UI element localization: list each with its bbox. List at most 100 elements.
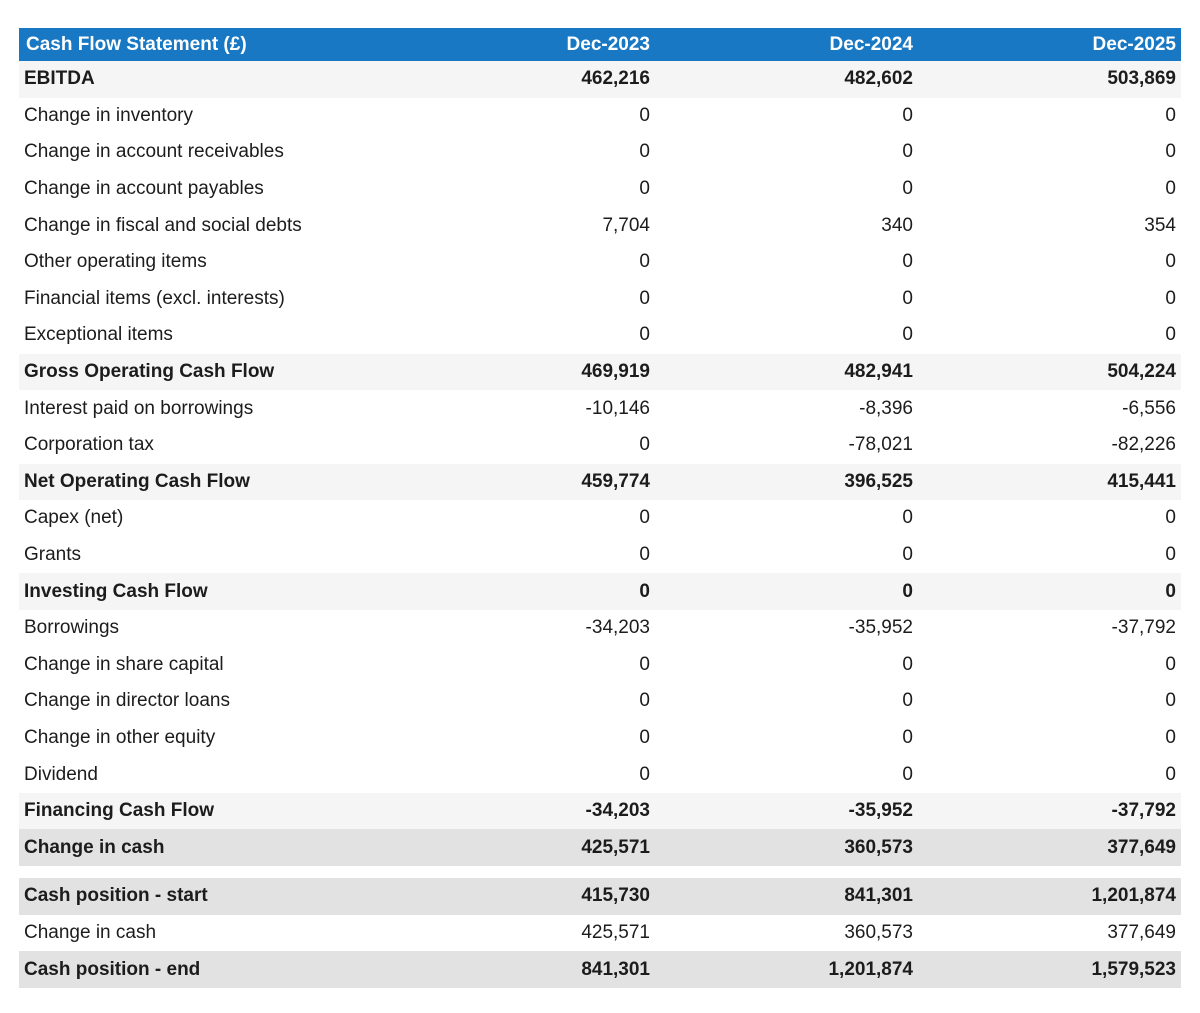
row-value: 469,919 bbox=[392, 353, 655, 391]
row-value: 415,441 bbox=[918, 463, 1181, 501]
table-row: Interest paid on borrowings -10,146 -8,3… bbox=[19, 390, 1181, 427]
row-label: Change in inventory bbox=[24, 104, 193, 126]
row-value: 0 bbox=[1165, 653, 1176, 675]
row-label: Net Operating Cash Flow bbox=[19, 463, 392, 501]
header-row: Cash Flow Statement (£) Dec-2023 Dec-202… bbox=[19, 28, 1181, 61]
row-value: 340 bbox=[881, 214, 913, 236]
row-value: 415,730 bbox=[392, 878, 655, 915]
row-label: Exceptional items bbox=[24, 324, 173, 346]
row-value: 0 bbox=[655, 573, 918, 610]
column-header-dec-2025: Dec-2025 bbox=[918, 28, 1181, 61]
row-label: Investing Cash Flow bbox=[19, 573, 392, 610]
row-label: Dividend bbox=[24, 763, 98, 785]
row-value: 0 bbox=[902, 653, 913, 675]
row-label: Change in director loans bbox=[24, 690, 230, 712]
column-header-dec-2023: Dec-2023 bbox=[392, 28, 655, 61]
row-value: 0 bbox=[639, 324, 650, 346]
row-value: 0 bbox=[1165, 763, 1176, 785]
row-value: 0 bbox=[1165, 104, 1176, 126]
row-value: 0 bbox=[902, 763, 913, 785]
row-value: 396,525 bbox=[655, 463, 918, 501]
row-value: 0 bbox=[902, 726, 913, 748]
row-value: 1,201,874 bbox=[655, 951, 918, 988]
row-label: Change in other equity bbox=[24, 726, 216, 748]
row-value: 0 bbox=[918, 573, 1181, 610]
table-row: Financial items (excl. interests) 0 0 0 bbox=[19, 281, 1181, 318]
row-label: Change in cash bbox=[24, 921, 157, 943]
table-row: Change in account receivables 0 0 0 bbox=[19, 134, 1181, 171]
row-value: 462,216 bbox=[392, 61, 655, 98]
table-header: Cash Flow Statement (£) Dec-2023 Dec-202… bbox=[19, 28, 1181, 61]
table-row: EBITDA 462,216 482,602 503,869 bbox=[19, 61, 1181, 98]
row-value: 0 bbox=[902, 141, 913, 163]
row-value: 0 bbox=[1165, 507, 1176, 529]
table-row: Cash position - end 841,301 1,201,874 1,… bbox=[19, 951, 1181, 988]
row-value: 0 bbox=[1165, 544, 1176, 566]
row-value: 0 bbox=[902, 324, 913, 346]
row-value: 0 bbox=[902, 544, 913, 566]
row-label: Change in cash bbox=[19, 829, 392, 867]
table-row: Change in cash 425,571 360,573 377,649 bbox=[19, 915, 1181, 952]
row-value: 0 bbox=[902, 287, 913, 309]
row-value: 360,573 bbox=[844, 921, 913, 943]
row-value: -34,203 bbox=[392, 792, 655, 830]
table-row: Change in share capital 0 0 0 bbox=[19, 647, 1181, 684]
row-value: 459,774 bbox=[392, 463, 655, 501]
row-label: Change in share capital bbox=[24, 653, 224, 675]
row-value: 360,573 bbox=[655, 829, 918, 867]
row-label: Gross Operating Cash Flow bbox=[19, 353, 392, 391]
cash-flow-statement: Cash Flow Statement (£) Dec-2023 Dec-202… bbox=[19, 28, 1181, 988]
table-row: Grants 0 0 0 bbox=[19, 537, 1181, 574]
row-value: -10,146 bbox=[585, 397, 650, 419]
row-value: 354 bbox=[1144, 214, 1176, 236]
row-label: Capex (net) bbox=[24, 507, 124, 529]
row-value: 0 bbox=[1165, 251, 1176, 273]
table-row: Change in inventory 0 0 0 bbox=[19, 98, 1181, 135]
row-value: 0 bbox=[1165, 287, 1176, 309]
table-row: Cash position - start 415,730 841,301 1,… bbox=[19, 878, 1181, 915]
row-value: 0 bbox=[639, 653, 650, 675]
row-label: Interest paid on borrowings bbox=[24, 397, 254, 419]
row-value: -37,792 bbox=[1111, 617, 1176, 639]
row-value: 504,224 bbox=[918, 353, 1181, 391]
row-value: 0 bbox=[639, 141, 650, 163]
row-value: 0 bbox=[1165, 141, 1176, 163]
table-row: Net Operating Cash Flow 459,774 396,525 … bbox=[19, 463, 1181, 501]
row-value: 0 bbox=[639, 434, 650, 456]
row-value: 0 bbox=[639, 251, 650, 273]
row-value: 0 bbox=[639, 690, 650, 712]
table-row: Change in fiscal and social debts 7,704 … bbox=[19, 207, 1181, 244]
row-value: 482,941 bbox=[655, 353, 918, 391]
row-value: 0 bbox=[1165, 324, 1176, 346]
row-value: 503,869 bbox=[918, 61, 1181, 98]
table-row: Other operating items 0 0 0 bbox=[19, 244, 1181, 281]
row-label: Grants bbox=[24, 544, 82, 566]
row-label: Financial items (excl. interests) bbox=[24, 287, 285, 309]
row-value: 0 bbox=[639, 178, 650, 200]
row-value: 0 bbox=[392, 573, 655, 610]
column-header-dec-2024: Dec-2024 bbox=[655, 28, 918, 61]
row-value: 0 bbox=[639, 763, 650, 785]
table-row: Change in director loans 0 0 0 bbox=[19, 683, 1181, 720]
row-value: -35,952 bbox=[655, 792, 918, 830]
table-row: Change in cash 425,571 360,573 377,649 bbox=[19, 829, 1181, 867]
row-value: -82,226 bbox=[1111, 434, 1176, 456]
row-value: 0 bbox=[902, 104, 913, 126]
row-value: 0 bbox=[1165, 726, 1176, 748]
row-label: Corporation tax bbox=[24, 434, 154, 456]
row-label: Financing Cash Flow bbox=[19, 792, 392, 830]
row-label: Cash position - start bbox=[19, 878, 392, 915]
row-value: 0 bbox=[1165, 178, 1176, 200]
row-value: 1,579,523 bbox=[918, 951, 1181, 988]
row-value: 425,571 bbox=[392, 829, 655, 867]
row-value: 1,201,874 bbox=[918, 878, 1181, 915]
row-value: 0 bbox=[639, 507, 650, 529]
table-row: Dividend 0 0 0 bbox=[19, 756, 1181, 793]
table-row: Exceptional items 0 0 0 bbox=[19, 317, 1181, 354]
row-value: 0 bbox=[639, 287, 650, 309]
table-row: Borrowings -34,203 -35,952 -37,792 bbox=[19, 610, 1181, 647]
table-row: Investing Cash Flow 0 0 0 bbox=[19, 573, 1181, 610]
row-label: Change in account receivables bbox=[24, 141, 284, 163]
row-label: Change in fiscal and social debts bbox=[24, 214, 302, 236]
row-value: 0 bbox=[639, 544, 650, 566]
